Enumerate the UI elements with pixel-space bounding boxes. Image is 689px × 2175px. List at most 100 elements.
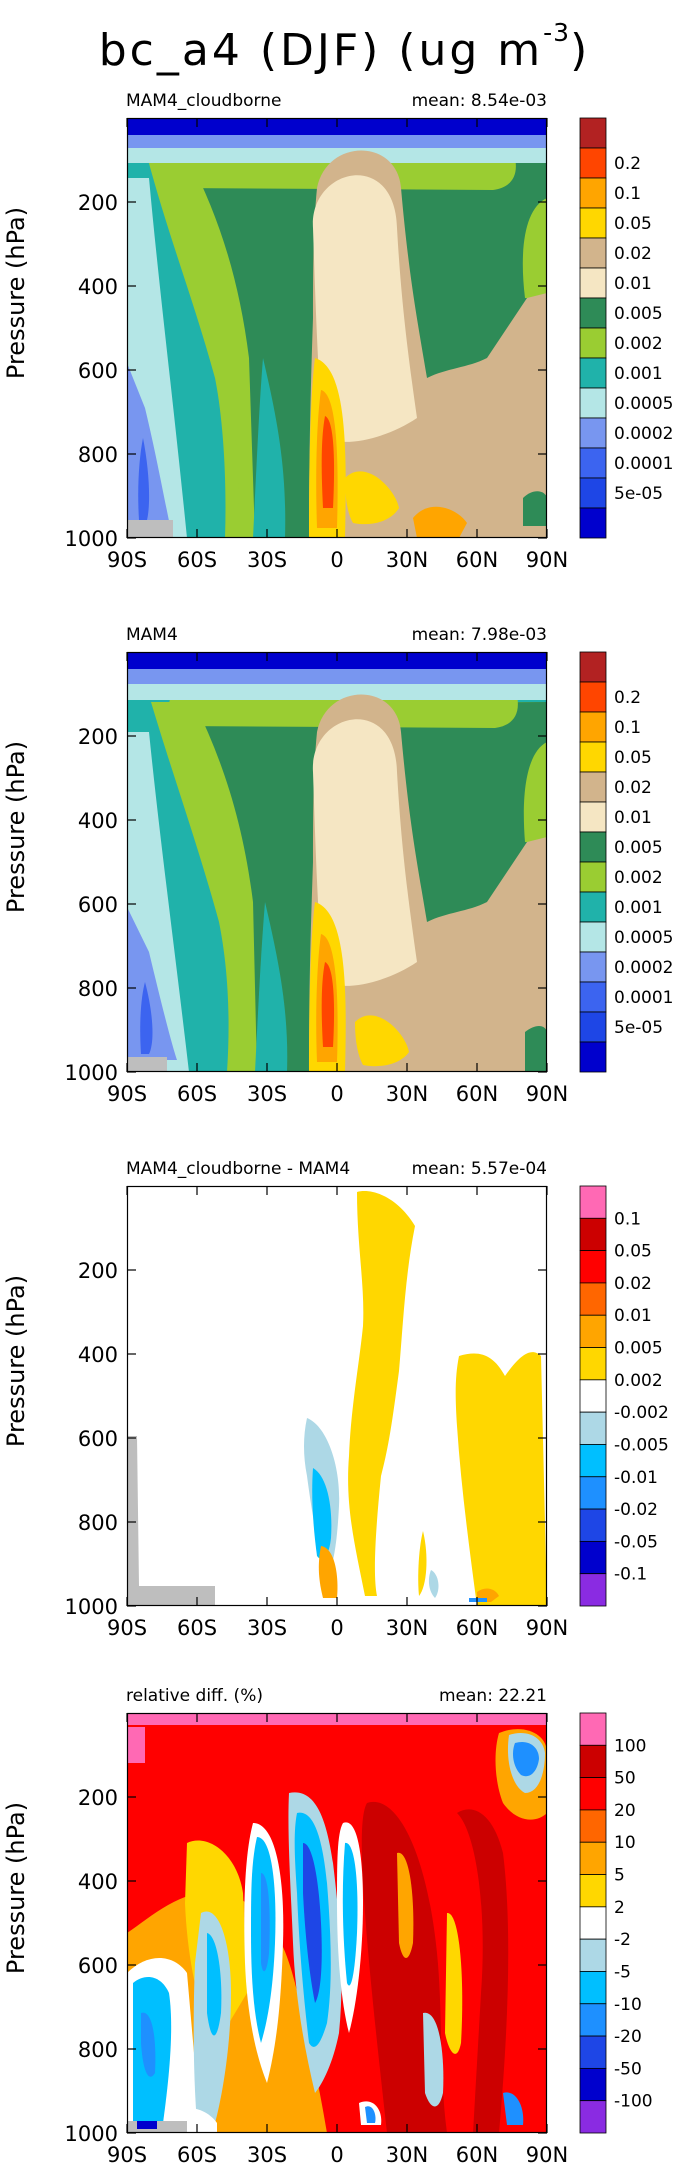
colorbar-swatch	[579, 1041, 607, 1073]
colorbar-label: 2	[614, 1898, 625, 1918]
colorbar-label: 0.02	[614, 778, 652, 798]
contour-fill	[418, 1531, 427, 1596]
contour-fill	[312, 1468, 332, 1560]
y-tick-label: 800	[78, 2038, 118, 2062]
x-tick-label: 0	[330, 1616, 343, 1640]
contour-fill	[428, 1570, 439, 1598]
contour-fill	[397, 1852, 414, 1958]
colorbar-swatch	[579, 387, 607, 419]
panel-mean: mean: 5.57e-04	[412, 1159, 547, 1179]
colorbar-label: 0.05	[614, 748, 652, 768]
colorbar-swatch	[579, 741, 607, 773]
missing-data	[127, 1057, 167, 1072]
colorbar-label: 0.0001	[614, 454, 673, 474]
figure-title-close: )	[570, 25, 591, 76]
colorbar-swatch	[579, 1841, 607, 1875]
panel-title: MAM4_cloudborne	[126, 91, 281, 111]
colorbar-swatch	[579, 1444, 607, 1478]
contour-fill	[342, 1842, 358, 1986]
contour-panel-mam4: Pressure (hPa) MAM4 mean: 7.98e-03	[0, 614, 689, 1114]
contour-plot-mam4: MAM4 mean: 7.98e-03 90S 60S 30S 0 30N 60N 90N 2…	[65, 625, 674, 1106]
x-tick-label: 30S	[247, 1082, 287, 1106]
colorbar-swatch	[579, 981, 607, 1013]
y-tick-label: 400	[78, 1870, 118, 1894]
colorbar-label: 0.002	[614, 1371, 663, 1391]
x-tick-label: 60N	[456, 1082, 498, 1106]
contour-fill	[513, 1741, 539, 1777]
colorbar-swatch	[579, 891, 607, 923]
colorbar-swatch	[579, 951, 607, 983]
x-tick-label: 60N	[456, 1616, 498, 1640]
plot-area	[126, 117, 548, 539]
y-tick-label: 200	[78, 1259, 118, 1283]
colorbar-swatch	[579, 2100, 607, 2134]
y-tick-label: 1000	[65, 1595, 118, 1619]
x-tick-label: 60S	[177, 1082, 217, 1106]
colorbar-swatch	[579, 2003, 607, 2037]
y-tick-label: 600	[78, 359, 118, 383]
contour-fill	[229, 418, 239, 518]
colorbar-swatch	[579, 2067, 607, 2102]
colorbar-label: -0.1	[614, 1565, 647, 1585]
figure-title-main: bc_a4 (DJF) (ug m	[98, 25, 544, 76]
x-tick-label: 0	[330, 1082, 343, 1106]
colorbar-label: 0.005	[614, 838, 663, 858]
colorbar-swatch	[579, 507, 607, 539]
colorbar-swatch	[579, 327, 607, 359]
contour-plot-difference: MAM4_cloudborne - MAM4 mean: 5.57e-04 90…	[65, 1159, 669, 1640]
contour-fill	[523, 491, 547, 526]
colorbar-label: 0.02	[614, 1274, 652, 1294]
colorbar-swatch	[579, 831, 607, 863]
contour-plot-relative-diff: relative diff. (%) mean: 22.21	[65, 1686, 653, 2167]
colorbar-label: 0.1	[614, 184, 641, 204]
x-tick-label: 90S	[107, 1082, 147, 1106]
colorbar-swatch	[579, 1874, 607, 1908]
colorbar-swatch	[579, 1712, 607, 1746]
colorbar-swatch	[579, 681, 607, 713]
contour-fill	[413, 506, 467, 538]
x-tick-label: 60S	[177, 1616, 217, 1640]
missing-data	[127, 520, 173, 538]
x-tick-label: 0	[330, 2143, 343, 2167]
colorbar-label: 0.002	[614, 334, 663, 354]
colorbar-label: 0.001	[614, 898, 663, 918]
colorbar-label: 0.002	[614, 868, 663, 888]
contour-panel-cloudborne: Pressure (hPa) MAM4_cloudborne mean: 8.5…	[0, 80, 689, 580]
x-tick-label: 90S	[107, 1616, 147, 1640]
colorbar-label: 0.001	[614, 364, 663, 384]
contour-panel-difference: Pressure (hPa) MAM4_cloudborne - MAM4 me…	[0, 1148, 689, 1648]
colorbar-swatch	[579, 1282, 607, 1316]
colorbar-label: 0.2	[614, 688, 641, 708]
colorbar-label: 0.005	[614, 304, 663, 324]
x-tick-label: 90S	[107, 2143, 147, 2167]
contour-fill	[312, 175, 417, 442]
y-tick-label: 400	[78, 1343, 118, 1367]
colorbar-label: -5	[614, 1962, 631, 1982]
colorbar-swatch	[579, 147, 607, 179]
panel-mean: mean: 8.54e-03	[412, 91, 547, 111]
contour-fill	[321, 416, 335, 508]
colorbar-swatch	[579, 1906, 607, 1940]
colorbar-swatch	[579, 861, 607, 893]
contour-fill	[469, 1598, 487, 1602]
y-tick-label: 200	[78, 191, 118, 215]
colorbar-swatch	[579, 711, 607, 743]
colorbar-label: -2	[614, 1930, 631, 1950]
colorbar-label: -20	[614, 2027, 642, 2047]
colorbar-label: 20	[614, 1801, 636, 1821]
y-tick-label: 400	[78, 809, 118, 833]
contour-fill	[207, 1933, 222, 2036]
x-tick-label: 30N	[386, 1616, 428, 1640]
contour-fill	[138, 438, 150, 520]
colorbar-label: 0.01	[614, 808, 652, 828]
colorbar-swatch	[579, 1573, 607, 1607]
contour-fill	[348, 1191, 415, 1596]
colorbar-label: 0.0005	[614, 928, 673, 948]
x-tick-label: 90N	[526, 548, 568, 572]
colorbar-label: 0.1	[614, 1209, 641, 1229]
y-tick-label: 600	[78, 893, 118, 917]
colorbar-label: 0.0005	[614, 394, 673, 414]
colorbar-swatch	[579, 1971, 607, 2005]
panel-title: MAM4	[126, 625, 178, 645]
x-tick-label: 90N	[526, 2143, 568, 2167]
